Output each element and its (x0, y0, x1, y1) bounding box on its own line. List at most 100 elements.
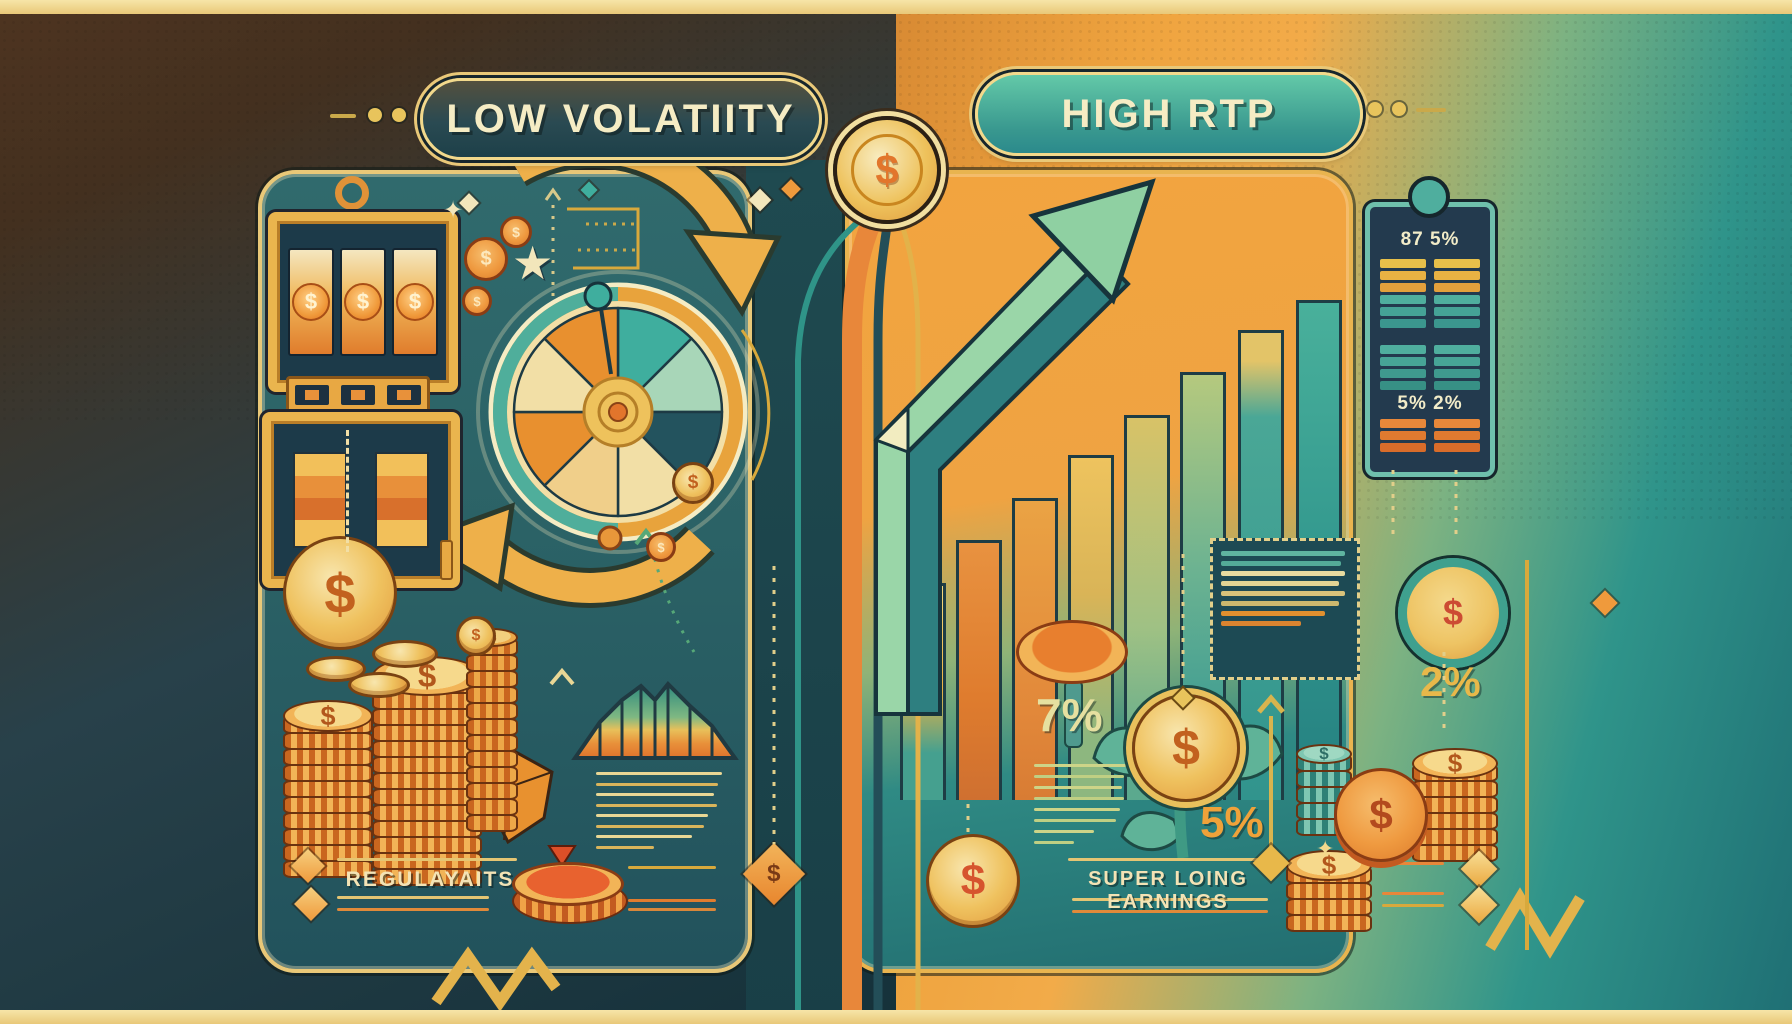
ledger-line (1221, 551, 1345, 556)
ledger-line (1221, 621, 1301, 626)
payout-window (293, 452, 347, 548)
text-line (596, 772, 722, 775)
coin-flat-large (512, 862, 628, 924)
text-line (1382, 892, 1444, 895)
dollar-symbol: $ (1369, 791, 1393, 838)
slot-reel: $ (288, 248, 334, 356)
dollar-symbol: $ (875, 146, 899, 193)
clipboard-clip (1408, 176, 1450, 218)
clipboard-column (1380, 259, 1426, 328)
ledger-box (1210, 538, 1360, 680)
coin-stack-layer (466, 749, 518, 768)
clipboard-cell (1434, 369, 1480, 378)
clipboard-cell (1434, 307, 1480, 316)
coin-flat (372, 640, 438, 668)
dollar-symbol: $ (292, 283, 330, 321)
dollar-symbol: $ (687, 472, 699, 493)
divider-line (337, 858, 517, 861)
text-line (596, 835, 692, 838)
text-line (1034, 797, 1124, 800)
pct7-label: 7% (1036, 689, 1103, 741)
coin-stack-top: $ (283, 700, 373, 732)
coin-stack-layer (466, 813, 518, 832)
dollar-symbol: $ (1172, 720, 1200, 776)
clipboard-cell (1380, 307, 1426, 316)
coin-stack-layer (283, 780, 373, 798)
ledger-line (1221, 611, 1325, 616)
divider-line (337, 908, 489, 911)
coin-large: $ (926, 834, 1020, 928)
ledger-line (1221, 571, 1345, 576)
coin-stack-layer (466, 765, 518, 784)
high-rtp-banner: HIGH RTP (975, 72, 1363, 156)
ledger-line (1221, 581, 1339, 586)
coin-flat (348, 672, 410, 698)
clipboard-cell (1380, 357, 1426, 366)
dollar-symbol: $ (471, 627, 481, 644)
coin-flat-orange (1016, 620, 1128, 684)
top-trim-bar (0, 0, 1792, 14)
coin-stack-layer (466, 669, 518, 688)
text-line (628, 899, 716, 902)
clipboard-cell (1380, 271, 1426, 280)
coin-flat (306, 656, 366, 682)
ledger-line (1221, 601, 1339, 606)
clipboard-cell (1434, 419, 1480, 428)
right-footer-label: SUPER LOING EARNINGS (1088, 868, 1248, 913)
coin-flower: $ (1132, 694, 1240, 802)
clipboard-cell (1380, 443, 1426, 452)
dollar-symbol: $ (396, 283, 434, 321)
divider-line (337, 896, 489, 899)
dollar-symbol: $ (767, 859, 781, 887)
clipboard-cell (1380, 295, 1426, 304)
clipboard-column (1380, 419, 1426, 452)
right-title: HIGH RTP (1061, 91, 1277, 136)
coin-stack-layer (283, 732, 373, 750)
clipboard-cell (1380, 345, 1426, 354)
coin-stack-top: $ (1412, 748, 1498, 779)
coin-small: $ (462, 286, 492, 316)
coin-stack-layer (1286, 881, 1372, 900)
clipboard-column (1434, 419, 1480, 452)
coin-stack-layer (466, 781, 518, 800)
slot-lever (440, 540, 453, 580)
banner-dash (330, 114, 356, 118)
coin-stack-layer (466, 685, 518, 704)
banner-dash (1416, 108, 1446, 112)
coin-stack-layer (283, 764, 373, 782)
clipboard-cell (1434, 381, 1480, 390)
slot-machine-hook (335, 176, 369, 210)
clipboard-cell (1434, 259, 1480, 268)
ledger-line (1221, 591, 1345, 596)
banner-dot (1392, 102, 1406, 116)
coin-small: $ (464, 237, 508, 281)
clipboard-cell (1380, 319, 1426, 328)
coin-stack-layer (283, 812, 373, 830)
bar (900, 583, 946, 800)
coin-stack-layer (372, 836, 482, 854)
clipboard-grid-1 (1380, 259, 1480, 328)
clipboard-column (1434, 259, 1480, 328)
dollar-symbol: $ (473, 293, 481, 309)
dollar-symbol: $ (324, 561, 356, 625)
clipboard-column (1380, 345, 1426, 390)
text-line (628, 908, 716, 911)
pct2-label: 2% (1420, 658, 1481, 705)
coin-stack-layer (1412, 779, 1498, 798)
dollar-symbol: $ (960, 856, 986, 905)
ledger-line (1221, 561, 1341, 566)
text-line (596, 782, 718, 786)
text-line (596, 803, 717, 807)
clipboard-grid-2 (1380, 345, 1480, 390)
rtp-clipboard: 87 5% 5% 2% (1365, 202, 1495, 477)
text-line (1034, 808, 1120, 811)
text-line (1034, 841, 1074, 844)
text-line (596, 814, 708, 817)
text-line (1382, 862, 1444, 865)
coin-stack-layer (466, 717, 518, 736)
clipboard-cell (1380, 259, 1426, 268)
text-line (1382, 904, 1444, 907)
clipboard-cell (1434, 431, 1480, 440)
left-title: LOW VOLATIITY (446, 96, 796, 141)
